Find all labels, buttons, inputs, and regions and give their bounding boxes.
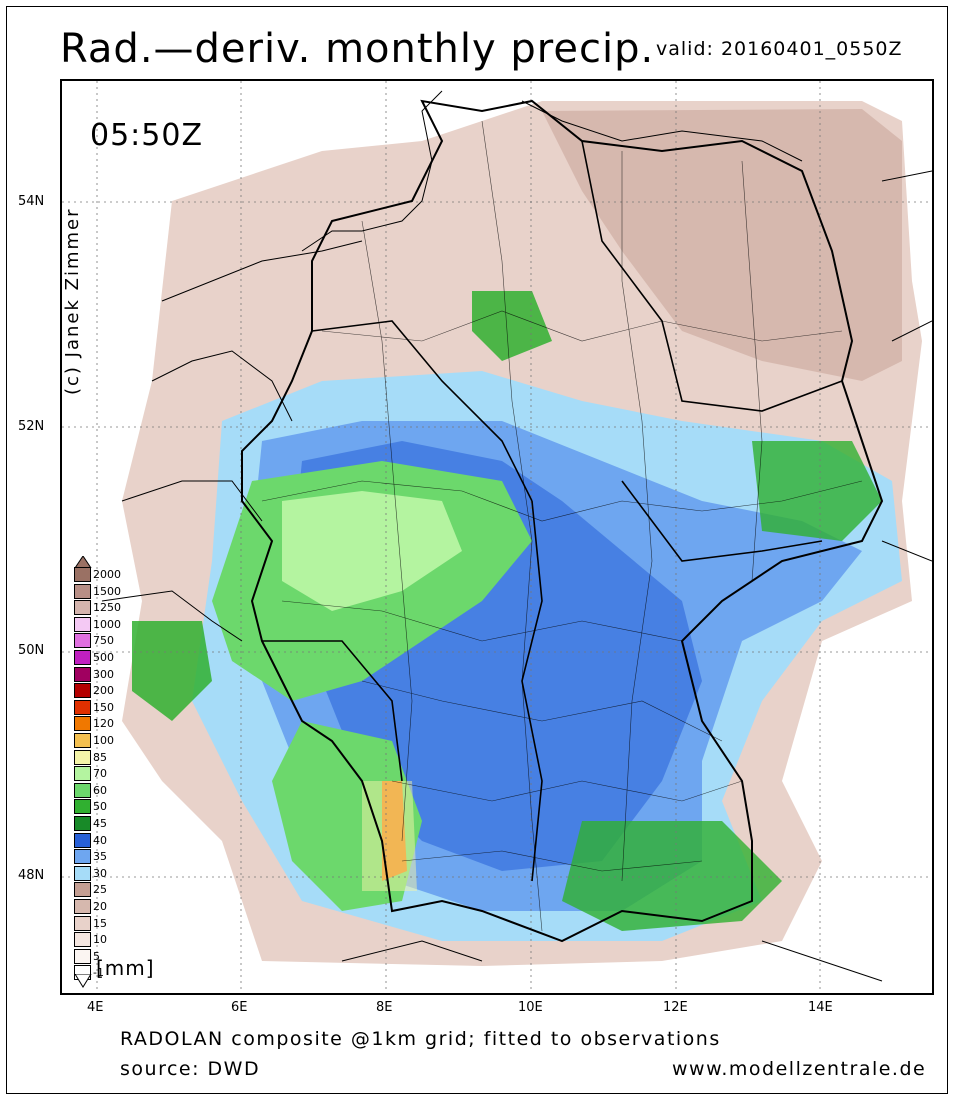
- germany-border: [241, 99, 884, 943]
- precip-core-green-se: [562, 821, 782, 931]
- legend-label: 25: [93, 883, 107, 897]
- footer-composite-note: RADOLAN composite @1km grid; fitted to o…: [120, 1028, 721, 1050]
- legend-label: 20: [93, 900, 107, 913]
- legend-swatch: [74, 799, 91, 815]
- lon-tick-4e: 4E: [87, 1000, 104, 1015]
- dry-area-north-east: [542, 109, 902, 381]
- legend-label: 200: [93, 684, 114, 698]
- legend-label: -1: [93, 966, 104, 980]
- legend-swatch: [74, 882, 91, 898]
- legend-label: 2000: [93, 568, 121, 581]
- time-label: 05:50Z: [90, 118, 204, 153]
- legend-swatch: [74, 849, 91, 865]
- legend-swatch: [74, 766, 91, 782]
- legend-label: 70: [93, 767, 107, 781]
- legend-bottom-triangle: [74, 974, 92, 988]
- legend-swatch: [74, 782, 91, 798]
- legend-swatch: [74, 699, 91, 715]
- map-canvas: [62, 81, 932, 993]
- legend-label: 1250: [93, 601, 121, 615]
- legend-swatch: [74, 666, 91, 682]
- legend-swatch: [74, 733, 91, 748]
- legend-label: 30: [93, 866, 107, 880]
- legend-swatch: [74, 865, 91, 881]
- legend-label: 300: [93, 667, 114, 681]
- lon-tick-6e: 6E: [231, 1000, 248, 1015]
- legend-label: 120: [93, 717, 114, 731]
- lat-tick-52n: 52N: [18, 419, 45, 434]
- legend-label: 50: [93, 800, 107, 814]
- lon-tick-12e: 12E: [663, 1000, 688, 1015]
- lon-tick-10e: 10E: [518, 1000, 543, 1015]
- district-borders: [261, 120, 863, 932]
- legend-swatch: [74, 915, 91, 931]
- legend-swatch: [74, 899, 91, 914]
- legend-label: 85: [93, 750, 107, 764]
- legend-label: 100: [93, 734, 114, 747]
- legend-label: 500: [93, 651, 114, 664]
- legend-swatch: [74, 567, 91, 582]
- legend-swatch: [74, 583, 91, 599]
- legend-swatch: [74, 932, 91, 948]
- legend-label: 40: [93, 833, 107, 847]
- valid-time: valid: 20160401_0550Z: [656, 38, 903, 60]
- precip-core-green-belgium: [132, 621, 212, 721]
- legend-swatch: [74, 600, 91, 616]
- legend-swatch: [74, 633, 91, 649]
- figure-frame: [6, 6, 948, 1094]
- legend-swatch: [74, 616, 91, 632]
- legend-label: 15: [93, 916, 107, 930]
- legend-swatch: [74, 749, 91, 765]
- unit-label: [mm]: [96, 956, 155, 980]
- legend-swatch: [74, 650, 91, 665]
- lat-tick-54n: 54N: [18, 194, 45, 209]
- legend-swatch: [74, 716, 91, 732]
- footer-source: source: DWD: [120, 1058, 261, 1080]
- precip-core-light-west: [282, 491, 462, 611]
- precip-core-green-east: [752, 441, 882, 541]
- lat-tick-50n: 50N: [18, 643, 45, 658]
- coastline: [301, 90, 803, 252]
- legend-label: 10: [93, 933, 107, 947]
- state-borders: [262, 140, 843, 882]
- precipitation-map: [60, 79, 934, 995]
- footer-website[interactable]: www.modellzentrale.de: [672, 1058, 927, 1080]
- neighbour-borders: [101, 170, 932, 982]
- legend-label: 1000: [93, 617, 121, 631]
- legend-label: 750: [93, 634, 114, 648]
- map-title: Rad.—deriv. monthly precip.: [60, 26, 655, 72]
- legend-swatch: [74, 816, 91, 831]
- legend-label: 45: [93, 817, 107, 830]
- copyright-label: (c) Janek Zimmer: [62, 207, 83, 395]
- legend-label: 60: [93, 783, 107, 797]
- legend-label: 1500: [93, 584, 121, 598]
- color-legend: 2000 1500 1250 1000 750 500 300 200 150 120 100 85 7…: [74, 556, 144, 988]
- legend-swatch: [74, 948, 91, 964]
- lat-tick-48n: 48N: [18, 868, 45, 883]
- legend-swatch: [74, 683, 91, 699]
- legend-top-triangle: [74, 556, 92, 568]
- legend-label: 5: [93, 949, 100, 963]
- precip-core-yellow: [362, 781, 417, 891]
- legend-label: 150: [93, 700, 114, 714]
- legend-label: 35: [93, 850, 107, 864]
- legend-swatch: [74, 832, 91, 848]
- lon-tick-14e: 14E: [808, 1000, 833, 1015]
- lon-tick-8e: 8E: [376, 1000, 393, 1015]
- precip-core-green-north: [472, 291, 552, 361]
- graticule: [62, 81, 932, 993]
